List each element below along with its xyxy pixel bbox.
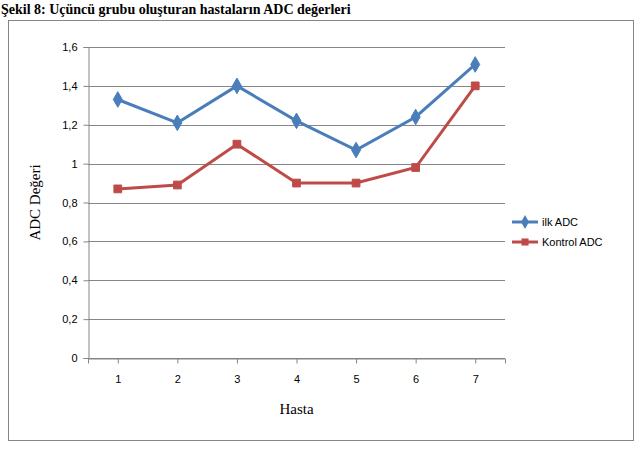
marker xyxy=(293,179,301,187)
x-tick: 1 xyxy=(115,359,121,386)
marker xyxy=(352,142,361,158)
y-tick: 1,2 xyxy=(62,119,88,131)
x-tick: 2 xyxy=(175,359,181,386)
y-tick-label: 0,6 xyxy=(62,235,77,247)
y-tick-mark xyxy=(84,125,89,126)
y-tick: 0,2 xyxy=(62,313,88,325)
grid xyxy=(88,48,505,359)
x-tick-label: 1 xyxy=(115,373,121,385)
marker xyxy=(292,113,301,129)
x-tick-label: 7 xyxy=(473,373,479,385)
x-tick: 5 xyxy=(354,359,360,386)
legend: ilk ADC Kontrol ADC xyxy=(512,215,603,248)
title: Şekil 8: Uçüncü grubu oluşturan hastalar… xyxy=(1,2,351,17)
x-axis: 1 2 3 4 5 6 7 xyxy=(89,359,506,386)
grid-line xyxy=(88,203,505,204)
y-tick: 0,8 xyxy=(62,197,88,209)
x-tick-mark xyxy=(416,359,417,364)
x-tick-label: 6 xyxy=(413,373,419,385)
y-axis-title: ADC Değeri xyxy=(27,164,43,240)
x-tick-label: 5 xyxy=(354,373,360,385)
chart: Şekil 8: Uçüncü grubu oluşturan hastalar… xyxy=(0,0,642,449)
grid-line xyxy=(88,86,505,87)
y-tick-label: 0,4 xyxy=(62,274,77,286)
x-tick-mark xyxy=(237,359,238,364)
x-tick: 7 xyxy=(473,359,479,386)
y-tick: 1,6 xyxy=(62,41,88,53)
y-tick-label: 1,4 xyxy=(62,80,77,92)
series-line xyxy=(118,64,475,150)
marker xyxy=(173,115,182,131)
marker xyxy=(411,109,420,125)
y-axis-line xyxy=(84,48,90,359)
y-tick-mark xyxy=(84,358,89,359)
grid-line xyxy=(88,280,505,281)
series-line xyxy=(118,86,475,189)
grid-line xyxy=(88,164,505,165)
y-tick-label: 0,8 xyxy=(62,197,77,209)
x-tick-mark xyxy=(177,359,178,364)
y-tick: 1 xyxy=(71,158,88,170)
y-tick-mark xyxy=(84,47,89,48)
y-tick-label: 1,6 xyxy=(62,41,77,53)
y-tick: 1,4 xyxy=(62,80,88,92)
marker xyxy=(232,78,241,94)
x-tick: 3 xyxy=(234,359,240,386)
y-tick-mark xyxy=(84,203,89,204)
x-axis-line xyxy=(89,359,506,364)
y-tick: 0,4 xyxy=(62,274,88,286)
y-tick-mark xyxy=(84,164,89,165)
chart-frame xyxy=(9,21,634,441)
x-tick-mark xyxy=(356,359,357,364)
x-axis-title: Hasta xyxy=(279,401,313,417)
marker xyxy=(352,179,360,187)
legend-marker xyxy=(521,238,528,245)
legend-item: ilk ADC xyxy=(512,215,578,229)
legend-label: ilk ADC xyxy=(542,216,578,228)
y-axis: 0 0,2 0,4 0,6 0,8 1 1,2 1,4 1,6 xyxy=(62,41,89,364)
y-tick-mark xyxy=(84,241,89,242)
y-tick-mark xyxy=(84,280,89,281)
x-tick-mark xyxy=(118,359,119,364)
marker xyxy=(173,181,181,189)
marker xyxy=(233,140,241,148)
legend-item: Kontrol ADC xyxy=(512,236,603,248)
x-tick-label: 2 xyxy=(175,373,181,385)
marker xyxy=(113,92,122,108)
marker xyxy=(471,82,479,90)
x-tick: 6 xyxy=(413,359,419,386)
series xyxy=(114,82,479,193)
grid-line xyxy=(88,47,505,48)
x-tick-label: 3 xyxy=(234,373,240,385)
marker xyxy=(412,164,420,172)
y-tick-label: 1,2 xyxy=(62,119,77,131)
y-tick-label: 0,2 xyxy=(62,313,77,325)
y-tick-label: 0 xyxy=(71,352,77,364)
y-tick-mark xyxy=(84,319,89,320)
x-tick: 4 xyxy=(294,359,300,386)
y-tick: 0 xyxy=(71,352,88,364)
y-tick: 0,6 xyxy=(62,235,88,247)
grid-line xyxy=(88,319,505,320)
legend-marker xyxy=(521,215,529,229)
x-tick-label: 4 xyxy=(294,373,300,385)
x-tick-mark xyxy=(475,359,476,364)
y-tick-label: 1 xyxy=(71,158,77,170)
plot-area xyxy=(113,57,479,193)
grid-line xyxy=(88,241,505,242)
y-tick-mark xyxy=(84,86,89,87)
marker xyxy=(471,57,480,73)
marker xyxy=(114,185,122,193)
series xyxy=(113,57,479,158)
legend-label: Kontrol ADC xyxy=(542,236,603,248)
x-tick-mark xyxy=(297,359,298,364)
